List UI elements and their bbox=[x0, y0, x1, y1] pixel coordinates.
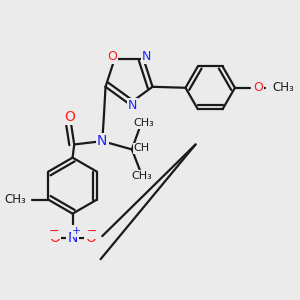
Text: N: N bbox=[128, 99, 137, 112]
Text: O: O bbox=[85, 231, 96, 245]
Text: N: N bbox=[142, 50, 151, 63]
Text: CH₃: CH₃ bbox=[131, 171, 152, 181]
Text: +: + bbox=[72, 226, 81, 236]
Text: −: − bbox=[48, 225, 59, 238]
Text: −: − bbox=[86, 225, 97, 238]
Text: CH₃: CH₃ bbox=[272, 81, 294, 94]
Text: CH₃: CH₃ bbox=[4, 193, 26, 206]
Text: O: O bbox=[107, 50, 117, 63]
Text: O: O bbox=[49, 231, 60, 245]
Text: O: O bbox=[253, 81, 263, 94]
Text: CH: CH bbox=[134, 143, 150, 153]
Text: CH₃: CH₃ bbox=[133, 118, 154, 128]
Text: N: N bbox=[68, 231, 78, 245]
Text: N: N bbox=[97, 134, 107, 148]
Text: O: O bbox=[64, 110, 75, 124]
